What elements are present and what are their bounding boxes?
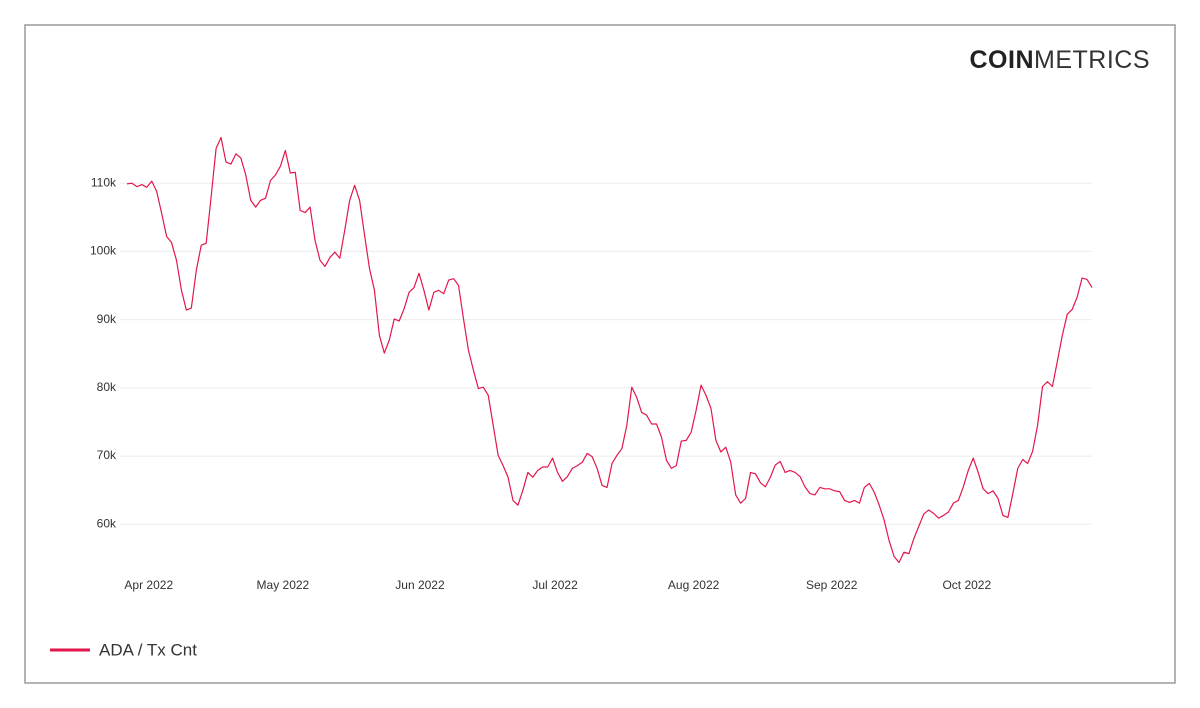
- x-tick-label: Sep 2022: [806, 578, 858, 592]
- y-tick-label: 100k: [90, 244, 117, 258]
- brand-light: METRICS: [1034, 46, 1150, 74]
- y-tick-label: 60k: [97, 516, 117, 530]
- x-tick-label: May 2022: [257, 578, 310, 592]
- y-tick-label: 70k: [97, 448, 117, 462]
- data-line: [126, 136, 1093, 564]
- x-tick-label: Jul 2022: [532, 578, 578, 592]
- brand-logo: COINMETRICS: [970, 46, 1151, 74]
- plot: 60k 70k 80k 90k 100k 110k Apr 2022 May 2022 Jun …: [90, 136, 1093, 592]
- x-tick-label: Apr 2022: [124, 578, 173, 592]
- brand-bold: COIN: [970, 46, 1035, 74]
- y-tick-label: 110k: [91, 175, 117, 189]
- legend-label: ADA / Tx Cnt: [99, 640, 197, 659]
- x-tick-label: Oct 2022: [942, 578, 991, 592]
- frame: [24, 24, 1176, 684]
- y-tick-label: 80k: [97, 380, 117, 394]
- y-tick-label: 90k: [97, 312, 117, 326]
- x-tick-label: Aug 2022: [668, 578, 720, 592]
- x-tick-label: Jun 2022: [395, 578, 445, 592]
